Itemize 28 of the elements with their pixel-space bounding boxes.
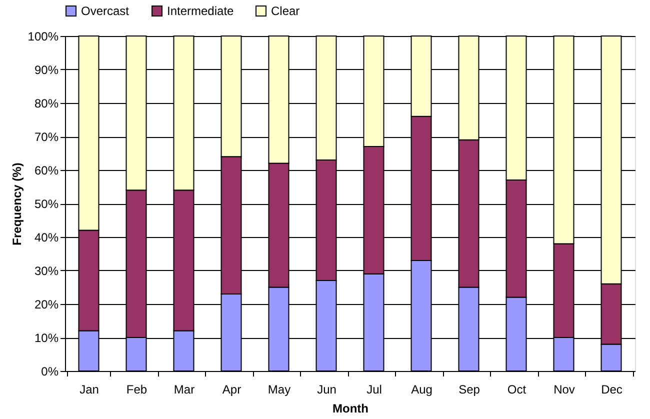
x-tick-label: Sep <box>458 382 480 396</box>
y-tick-label: 30% <box>34 264 59 278</box>
x-tick-label: Apr <box>222 382 242 396</box>
x-tick-label: May <box>268 382 291 396</box>
y-tick-label: 50% <box>34 197 59 211</box>
x-tick-label: Feb <box>126 382 148 396</box>
y-tick-label: 80% <box>34 96 59 110</box>
y-axis-title: Frequency (%) <box>10 162 24 246</box>
y-tick-label: 20% <box>34 298 59 312</box>
y-tick-label: 10% <box>34 331 59 345</box>
x-tick-label: Jul <box>366 382 382 396</box>
x-tick-label: Aug <box>411 382 432 396</box>
x-tick-label: Oct <box>507 382 527 396</box>
y-tick-label: 90% <box>34 63 59 77</box>
x-tick-label: Dec <box>601 382 622 396</box>
y-tick-label: 0% <box>41 364 59 378</box>
x-tick-label: Nov <box>554 382 575 396</box>
legend-label: Intermediate <box>167 4 234 18</box>
y-tick-label: 40% <box>34 230 59 244</box>
legend-label: Clear <box>271 4 300 18</box>
x-tick-label: Mar <box>174 382 195 396</box>
x-axis-title: Month <box>332 402 368 416</box>
y-tick-label: 70% <box>34 130 59 144</box>
y-tick-label: 60% <box>34 164 59 178</box>
y-tick-label: 100% <box>28 30 59 44</box>
legend-label: Overcast <box>81 4 130 18</box>
x-tick-label: Jun <box>317 382 336 396</box>
x-tick-label: Jan <box>80 382 99 396</box>
